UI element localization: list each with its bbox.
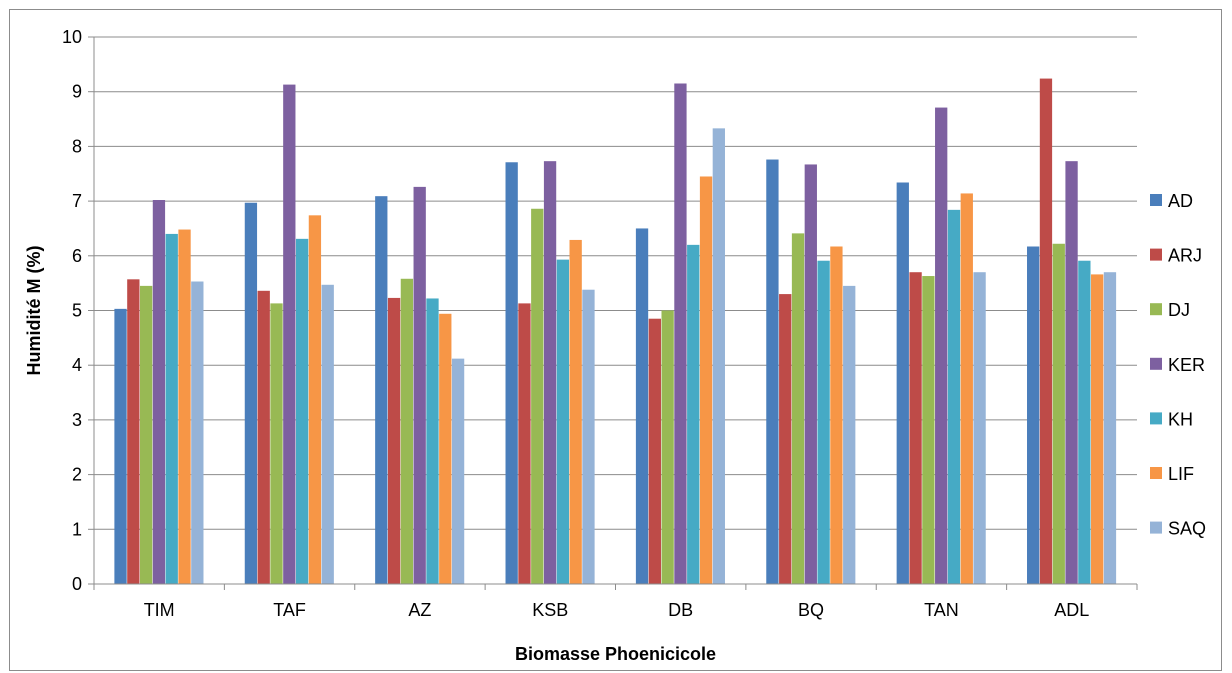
- bar-az-kh: [426, 298, 439, 584]
- legend-swatch-lif: [1150, 467, 1162, 479]
- y-tick-label: 8: [72, 136, 82, 156]
- bar-ksb-arj: [518, 303, 531, 584]
- bar-bq-ker: [804, 164, 817, 585]
- bar-tan-kh: [947, 209, 961, 585]
- bar-tan-dj: [922, 276, 935, 584]
- legend-label-ad: AD: [1168, 191, 1193, 211]
- bar-ksb-kh: [556, 259, 570, 584]
- y-tick-label: 2: [72, 465, 82, 485]
- chart-frame: [9, 9, 1222, 671]
- bar-adl-arj: [1039, 78, 1053, 585]
- bar-ksb-saq: [582, 289, 595, 584]
- bar-adl-ker: [1065, 161, 1078, 584]
- bar-az-saq: [451, 358, 465, 584]
- bar-bq-arj: [779, 294, 792, 584]
- bar-tan-ad: [896, 182, 909, 584]
- x-tick-label: DB: [668, 600, 693, 620]
- x-tick-label: AZ: [408, 600, 431, 620]
- legend-label-arj: ARJ: [1168, 246, 1202, 266]
- x-tick-label: KSB: [532, 600, 568, 620]
- bar-tim-saq: [191, 281, 204, 584]
- bar-tim-ker: [152, 200, 166, 585]
- bar-bq-kh: [817, 260, 830, 584]
- bar-az-arj: [387, 297, 401, 584]
- bar-bq-dj: [791, 233, 805, 585]
- bar-db-arj: [648, 318, 661, 584]
- bar-taf-ad: [244, 202, 258, 584]
- bar-tan-lif: [960, 193, 973, 584]
- x-tick-label: TAF: [273, 600, 306, 620]
- bar-db-kh: [687, 244, 700, 585]
- x-tick-label: ADL: [1054, 600, 1089, 620]
- legend: AD ARJ DJ KER KH LIF SAQ: [1150, 191, 1206, 539]
- y-tick-label: 7: [72, 191, 82, 211]
- bar-db-lif: [699, 176, 713, 585]
- bar-bq-saq: [843, 285, 856, 584]
- bar-ksb-ker: [543, 161, 557, 584]
- legend-swatch-ker: [1150, 357, 1162, 370]
- bar-taf-lif: [308, 215, 322, 584]
- y-tick-label: 10: [62, 27, 82, 47]
- x-tick-label: TIM: [144, 600, 175, 620]
- x-axis-title: Biomasse Phoenicicole: [515, 644, 716, 664]
- bar-db-ad: [635, 228, 649, 584]
- y-tick-label: 0: [72, 574, 82, 594]
- bar-ksb-ad: [505, 162, 518, 584]
- bar-tim-lif: [178, 229, 191, 584]
- y-tick-label: 1: [72, 519, 82, 539]
- y-tick-label: 6: [72, 246, 82, 266]
- legend-label-ker: KER: [1168, 355, 1205, 375]
- legend-swatch-saq: [1150, 521, 1162, 534]
- bar-tim-dj: [139, 285, 153, 584]
- x-tick-label: BQ: [798, 600, 824, 620]
- bar-taf-kh: [295, 238, 309, 584]
- bar-adl-lif: [1091, 274, 1104, 584]
- bar-az-ad: [375, 196, 388, 584]
- bar-tim-ad: [114, 308, 127, 584]
- legend-label-lif: LIF: [1168, 464, 1194, 484]
- bar-tim-kh: [165, 233, 178, 585]
- bar-adl-saq: [1103, 272, 1117, 584]
- bar-db-dj: [661, 310, 674, 584]
- bar-tan-ker: [935, 107, 948, 585]
- bar-taf-ker: [283, 84, 296, 585]
- y-tick-label: 4: [72, 355, 82, 375]
- bar-tan-arj: [909, 272, 922, 584]
- bar-adl-dj: [1052, 243, 1065, 585]
- legend-swatch-kh: [1150, 412, 1162, 425]
- y-tick-label: 3: [72, 410, 82, 430]
- bar-ksb-dj: [531, 208, 544, 584]
- bar-az-ker: [413, 186, 426, 585]
- bar-ksb-lif: [569, 239, 582, 584]
- legend-swatch-arj: [1150, 248, 1162, 261]
- y-tick-label: 9: [72, 82, 82, 102]
- bar-tim-arj: [127, 279, 140, 584]
- x-tick-label: TAN: [924, 600, 959, 620]
- y-tick-label: 5: [72, 301, 82, 321]
- bar-az-dj: [400, 278, 414, 584]
- legend-swatch-ad: [1150, 194, 1162, 206]
- legend-label-saq: SAQ: [1168, 519, 1206, 539]
- bar-bq-lif: [830, 246, 843, 584]
- bar-tan-saq: [973, 272, 986, 584]
- axes: 0 1 2 3 4 5 6 7 8 9 10 TIM TAF AZ KSB DB BQ TAN ADL: [62, 27, 1138, 620]
- bar-db-ker: [674, 83, 687, 585]
- bar-taf-saq: [321, 284, 334, 584]
- bars: [114, 78, 1117, 585]
- bar-db-saq: [712, 128, 725, 584]
- legend-label-dj: DJ: [1168, 300, 1190, 320]
- bar-taf-dj: [270, 303, 283, 584]
- bar-adl-kh: [1078, 260, 1091, 584]
- legend-swatch-dj: [1150, 303, 1162, 316]
- bar-adl-ad: [1027, 246, 1040, 584]
- legend-label-kh: KH: [1168, 409, 1193, 429]
- bar-taf-arj: [257, 290, 270, 584]
- y-axis-title: Humidité M (%): [24, 246, 44, 376]
- bar-az-lif: [439, 313, 452, 584]
- bar-bq-ad: [766, 159, 779, 584]
